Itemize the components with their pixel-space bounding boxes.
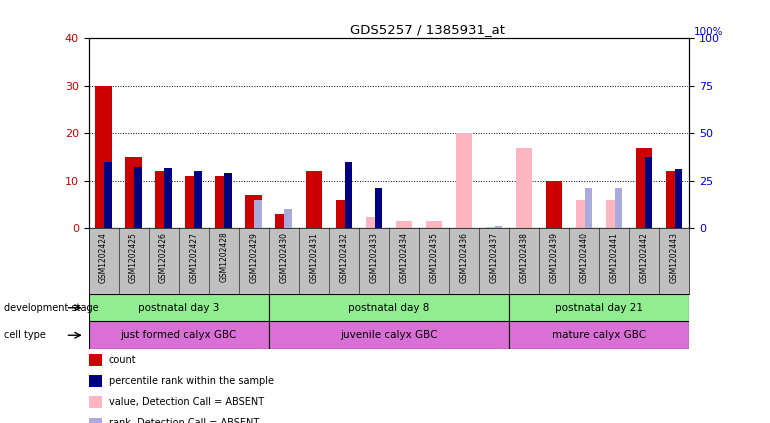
Bar [89, 294, 269, 321]
Bar [126, 157, 142, 228]
Bar [254, 200, 262, 228]
Bar [494, 225, 502, 228]
Text: rank, Detection Call = ABSENT: rank, Detection Call = ABSENT [109, 418, 259, 423]
Text: GSM1202430: GSM1202430 [280, 232, 288, 283]
Bar [89, 321, 269, 349]
Bar [576, 200, 592, 228]
Text: just formed calyx GBC: just formed calyx GBC [120, 330, 237, 340]
Bar [95, 86, 112, 228]
Bar [164, 168, 172, 228]
Bar [269, 294, 509, 321]
Text: GSM1202433: GSM1202433 [370, 232, 378, 283]
Bar [194, 171, 202, 228]
Text: GSM1202427: GSM1202427 [189, 232, 198, 283]
Text: GSM1202442: GSM1202442 [640, 232, 648, 283]
Text: percentile rank within the sample: percentile rank within the sample [109, 376, 273, 386]
Text: development stage: development stage [4, 303, 99, 313]
Text: GSM1202425: GSM1202425 [129, 232, 138, 283]
Bar [246, 195, 262, 228]
Text: GDS5257 / 1385931_at: GDS5257 / 1385931_at [350, 23, 505, 36]
Bar [509, 321, 689, 349]
Text: cell type: cell type [4, 330, 45, 340]
Bar [344, 162, 352, 228]
Text: GSM1202438: GSM1202438 [520, 232, 528, 283]
Text: GSM1202432: GSM1202432 [340, 232, 348, 283]
Text: GSM1202436: GSM1202436 [460, 232, 468, 283]
Text: GSM1202435: GSM1202435 [430, 232, 438, 283]
Bar [156, 171, 172, 228]
Text: mature calyx GBC: mature calyx GBC [552, 330, 646, 340]
Bar [104, 162, 112, 228]
Bar [336, 200, 352, 228]
Text: GSM1202437: GSM1202437 [490, 232, 498, 283]
Text: juvenile calyx GBC: juvenile calyx GBC [340, 330, 437, 340]
Text: GSM1202440: GSM1202440 [580, 232, 588, 283]
Text: count: count [109, 355, 136, 365]
Bar [269, 321, 509, 349]
Bar [486, 227, 502, 228]
Bar [666, 171, 682, 228]
Bar [584, 189, 592, 228]
Text: postnatal day 21: postnatal day 21 [555, 303, 643, 313]
Bar [396, 221, 412, 228]
Text: GSM1202441: GSM1202441 [610, 232, 618, 283]
Text: GSM1202434: GSM1202434 [400, 232, 408, 283]
Bar [284, 209, 292, 228]
Bar [675, 170, 682, 228]
Bar [636, 148, 652, 228]
Bar [216, 176, 232, 228]
Bar [224, 173, 232, 228]
Text: GSM1202424: GSM1202424 [99, 232, 108, 283]
Bar [546, 181, 562, 228]
Text: postnatal day 3: postnatal day 3 [138, 303, 219, 313]
Bar [614, 189, 622, 228]
Text: GSM1202431: GSM1202431 [310, 232, 318, 283]
Bar [374, 189, 382, 228]
Bar [276, 214, 292, 228]
Bar [509, 294, 689, 321]
Bar [134, 167, 142, 228]
Bar [186, 176, 202, 228]
Text: postnatal day 8: postnatal day 8 [348, 303, 430, 313]
Bar [306, 171, 322, 228]
Text: GSM1202429: GSM1202429 [249, 232, 258, 283]
Bar [606, 200, 622, 228]
Text: value, Detection Call = ABSENT: value, Detection Call = ABSENT [109, 397, 263, 407]
Bar [366, 217, 382, 228]
Bar [456, 133, 472, 228]
Text: GSM1202443: GSM1202443 [670, 232, 678, 283]
Text: GSM1202439: GSM1202439 [550, 232, 558, 283]
Bar [516, 148, 532, 228]
Bar [426, 221, 442, 228]
Text: 100%: 100% [693, 27, 723, 37]
Bar [644, 157, 652, 228]
Text: GSM1202428: GSM1202428 [219, 232, 228, 283]
Text: GSM1202426: GSM1202426 [159, 232, 168, 283]
